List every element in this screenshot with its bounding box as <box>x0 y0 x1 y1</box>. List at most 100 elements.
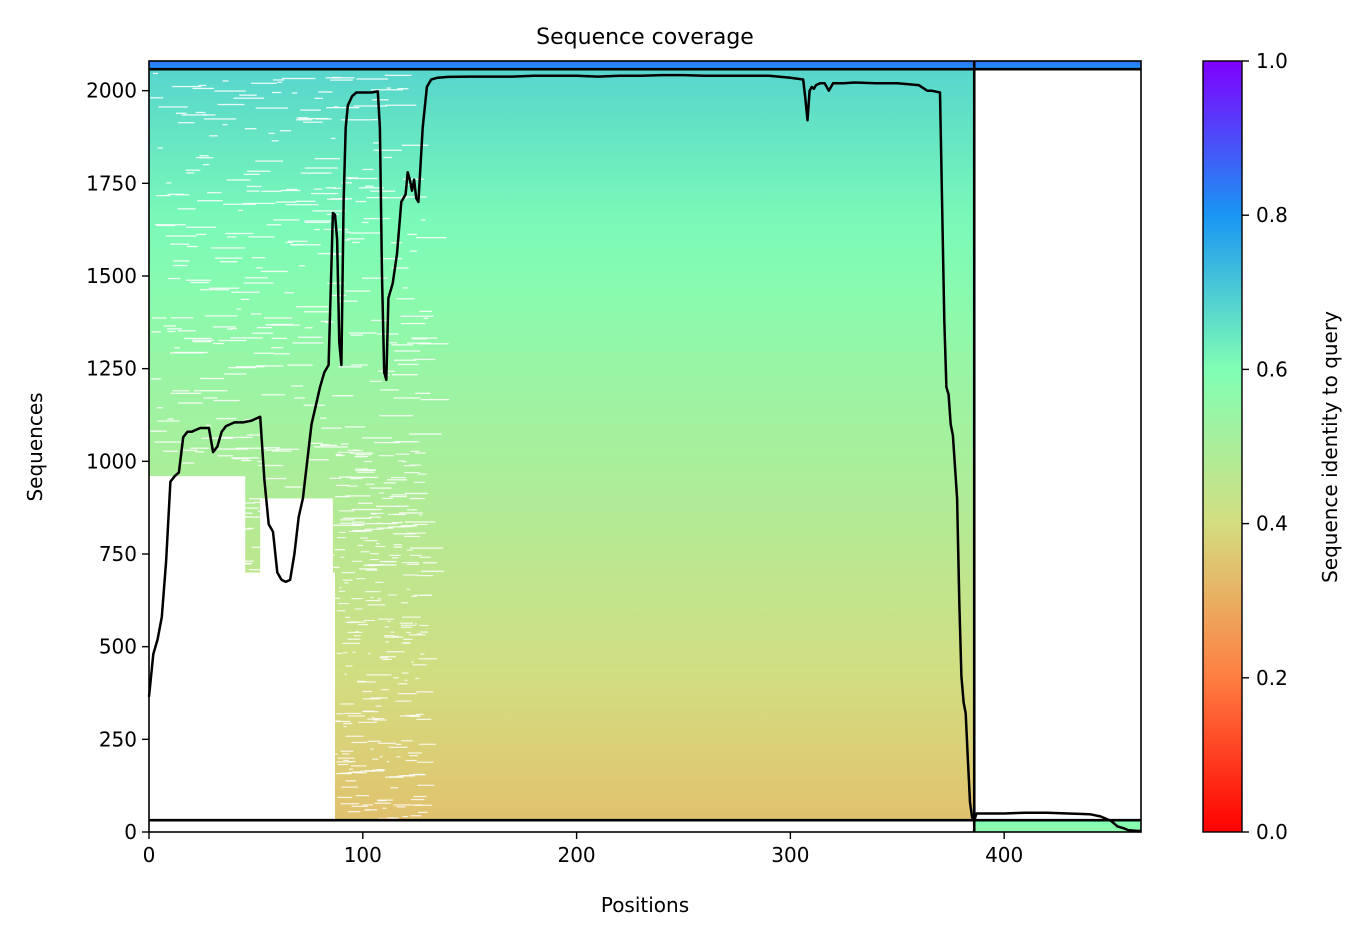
gap-stripe <box>346 476 379 479</box>
gap-stripe <box>357 681 376 683</box>
gap-stripe <box>383 635 395 637</box>
y-tick-label: 500 <box>99 635 137 659</box>
gap-stripe <box>413 773 425 776</box>
gap-stripe <box>386 87 391 89</box>
gap-stripe <box>364 460 373 463</box>
gap-stripe <box>407 233 418 236</box>
gap-stripe <box>223 203 257 205</box>
gap-stripe <box>396 756 401 758</box>
gap-stripe <box>397 693 417 695</box>
gap-stripe <box>375 545 386 548</box>
gap-stripe <box>420 570 444 572</box>
gap-stripe <box>209 135 218 137</box>
gap-stripe <box>344 239 350 241</box>
gap-stripe <box>342 579 353 581</box>
gap-stripe <box>255 160 284 162</box>
gap-stripe <box>253 352 275 354</box>
y-tick-label: 0 <box>124 820 137 844</box>
gap-stripe <box>336 610 346 612</box>
gap-stripe <box>350 765 367 767</box>
gap-stripe <box>252 257 266 259</box>
gap-stripe <box>195 451 204 453</box>
gap-stripe <box>365 185 374 187</box>
gap-stripe <box>243 173 260 175</box>
gap-stripe <box>371 716 374 718</box>
gap-stripe <box>352 523 365 525</box>
gap-stripe <box>271 140 279 142</box>
gap-stripe <box>170 392 202 394</box>
gap-stripe <box>273 526 289 529</box>
gap-stripe <box>345 495 371 497</box>
gap-stripe <box>149 488 180 491</box>
gap-stripe <box>392 635 400 637</box>
gap-stripe <box>338 366 362 368</box>
gap-stripe <box>373 441 401 444</box>
gap-stripe <box>286 188 298 191</box>
gap-stripe <box>375 505 401 507</box>
gap-stripe <box>232 458 249 460</box>
gap-stripe <box>249 498 261 500</box>
gap-stripe <box>192 518 201 520</box>
gap-stripe <box>233 97 265 99</box>
gap-stripe <box>342 652 348 654</box>
gap-stripe <box>236 477 243 479</box>
gap-stripe <box>418 658 438 660</box>
y-tick-label: 1750 <box>86 171 137 195</box>
x-tick-label: 100 <box>344 843 382 867</box>
gap-stripe <box>339 772 350 774</box>
gap-stripe <box>310 566 340 569</box>
gap-stripe <box>406 563 420 565</box>
gap-stripe <box>398 512 423 514</box>
gap-stripe <box>416 718 432 720</box>
gap-stripe <box>314 97 324 100</box>
gap-stripe <box>281 517 299 520</box>
gap-stripe <box>363 619 375 622</box>
gap-stripe <box>406 631 412 634</box>
gap-stripe <box>237 209 244 212</box>
gap-stripe <box>154 224 186 226</box>
gap-stripe <box>414 623 418 625</box>
gap-stripe <box>321 427 342 429</box>
gap-stripe <box>271 337 288 340</box>
gap-stripe <box>265 449 279 451</box>
gap-stripe <box>273 219 300 221</box>
gap-stripe <box>410 450 420 453</box>
gap-stripe <box>391 521 403 524</box>
gap-stripe <box>192 340 212 343</box>
y-tick-label: 1500 <box>86 264 137 288</box>
gap-stripe <box>412 664 427 666</box>
gap-stripe <box>256 326 273 329</box>
gap-stripe <box>352 771 362 773</box>
gap-region <box>149 572 335 821</box>
gap-stripe <box>199 563 213 565</box>
gap-stripe <box>407 752 423 754</box>
gap-stripe <box>401 672 409 674</box>
gap-stripe <box>232 517 239 519</box>
gap-stripe <box>370 190 396 192</box>
gap-stripe <box>344 582 349 584</box>
gap-stripe <box>295 306 329 308</box>
gap-stripe <box>186 226 217 228</box>
gap-stripe <box>312 210 346 212</box>
gap-stripe <box>182 449 197 452</box>
gap-stripe <box>348 768 354 770</box>
gap-stripe <box>404 535 421 538</box>
gap-stripe <box>158 106 188 108</box>
gap-stripe <box>353 105 388 107</box>
gap-stripe <box>397 88 409 90</box>
gap-stripe <box>291 92 298 94</box>
gap-stripe <box>342 753 350 755</box>
gap-stripe <box>152 505 180 507</box>
gap-stripe <box>212 570 245 573</box>
gap-stripe <box>244 128 257 130</box>
gap-stripe <box>235 447 268 449</box>
gap-stripe <box>364 539 378 542</box>
gap-stripe <box>338 602 350 605</box>
gap-stripe <box>317 252 342 255</box>
gap-stripe <box>192 87 214 90</box>
gap-stripe <box>298 117 328 120</box>
gap-stripe <box>375 581 384 583</box>
gap-stripe <box>220 544 240 546</box>
gap-stripe <box>331 253 342 256</box>
gap-stripe <box>169 352 204 354</box>
